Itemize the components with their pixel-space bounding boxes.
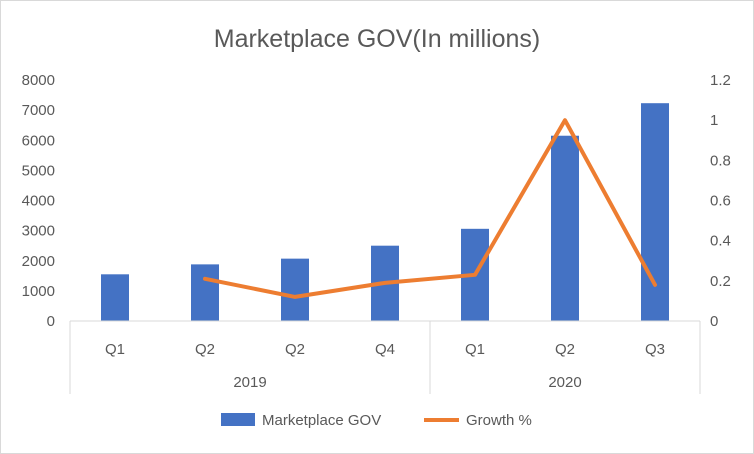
left-tick-label: 5000 [22, 162, 55, 179]
category-labels: Q1 Q2 Q2 Q4 Q1 Q2 Q3 [105, 341, 665, 358]
bar [191, 264, 219, 321]
left-tick-label: 2000 [22, 253, 55, 270]
left-tick-label: 4000 [22, 193, 55, 210]
right-tick-label: 0 [710, 313, 718, 330]
category-label: Q2 [195, 341, 215, 358]
right-tick-label: 1 [710, 112, 718, 129]
right-tick-label: 0.6 [710, 193, 731, 210]
category-label: Q4 [375, 341, 395, 358]
category-label: Q1 [105, 341, 125, 358]
left-tick-label: 0 [47, 313, 55, 330]
left-axis-ticks: 0 1000 2000 3000 4000 5000 6000 7000 8000 [22, 72, 55, 330]
growth-line [203, 118, 657, 299]
bar-series [101, 103, 669, 321]
legend-label-gov: Marketplace GOV [262, 412, 381, 429]
chart-title: Marketplace GOV(In millions) [214, 25, 540, 53]
right-axis-ticks: 0 0.2 0.4 0.6 0.8 1 1.2 [710, 72, 731, 330]
category-label: Q2 [555, 341, 575, 358]
category-label: Q3 [645, 341, 665, 358]
right-tick-label: 1.2 [710, 72, 731, 89]
line-series [203, 118, 657, 299]
legend-swatch-gov [221, 413, 255, 426]
group-label: 2019 [233, 374, 266, 391]
category-label: Q2 [285, 341, 305, 358]
left-tick-label: 3000 [22, 223, 55, 240]
group-label: 2020 [548, 374, 581, 391]
right-tick-label: 0.4 [710, 233, 731, 250]
legend: Marketplace GOV Growth % [221, 412, 532, 429]
left-tick-label: 1000 [22, 283, 55, 300]
left-tick-label: 8000 [22, 72, 55, 89]
category-label: Q1 [465, 341, 485, 358]
bar [281, 258, 309, 321]
left-tick-label: 6000 [22, 132, 55, 149]
right-tick-label: 0.2 [710, 273, 731, 290]
right-tick-label: 0.8 [710, 152, 731, 169]
bar [101, 274, 129, 321]
legend-label-growth: Growth % [466, 412, 532, 429]
bar [551, 135, 579, 321]
left-tick-label: 7000 [22, 102, 55, 119]
category-axis-grid [69, 321, 701, 394]
bar [641, 103, 669, 321]
group-labels: 2019 2020 [233, 374, 581, 391]
